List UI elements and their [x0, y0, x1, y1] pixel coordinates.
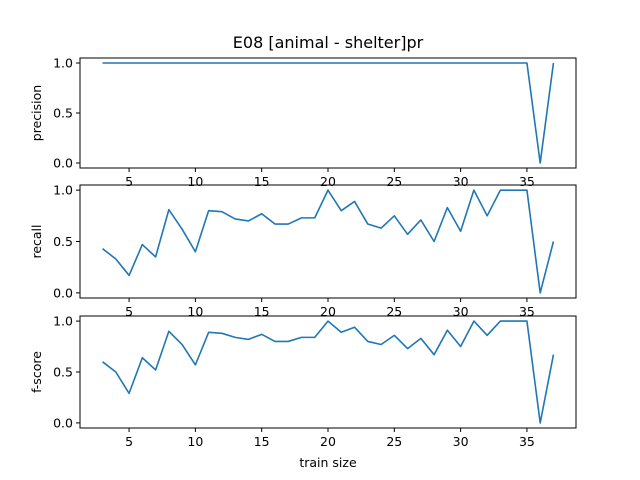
subplot-recall: 5 10 15 20 25 30 35 0.0 0.5 1.0 recall [29, 183, 577, 319]
x-tick-label: 20 [320, 174, 336, 189]
x-tick-label: 30 [453, 434, 469, 449]
x-tick-label: 35 [519, 304, 535, 319]
y-tick-label: 0.5 [53, 106, 73, 121]
x-tick-label: 30 [453, 174, 469, 189]
x-tick-label: 35 [519, 174, 535, 189]
y-tick-label: 1.0 [53, 183, 73, 198]
x-tick-label: 5 [125, 174, 133, 189]
x-tick-label: 25 [386, 434, 402, 449]
y-tick-label: 0.5 [53, 234, 73, 249]
y-tick-label: 1.0 [53, 314, 73, 329]
subplot-f-score: 5 10 15 20 25 30 35 0.0 0.5 1.0 f-score train size [29, 314, 577, 470]
x-tick-label: 15 [254, 434, 270, 449]
y-tick-label: 0.0 [53, 156, 73, 171]
x-tick-label: 15 [254, 174, 270, 189]
y-tick-label: 0.0 [53, 285, 73, 300]
x-tick-label: 25 [386, 304, 402, 319]
axes-frame [79, 315, 577, 429]
x-tick-label: 10 [187, 434, 203, 449]
chart-title: E08 [animal - shelter]pr [233, 33, 424, 52]
x-tick-label: 30 [453, 304, 469, 319]
x-tick-label: 5 [125, 304, 133, 319]
y-tick-label: 0.0 [53, 415, 73, 430]
y-tick-label: 0.5 [53, 365, 73, 380]
axes-frame [79, 57, 577, 169]
x-tick-label: 25 [386, 174, 402, 189]
axes-frame [79, 184, 577, 299]
x-tick-label: 35 [519, 434, 535, 449]
y-axis-label: precision [29, 85, 44, 141]
y-axis-label: recall [29, 224, 44, 258]
series-line-precision [102, 62, 555, 164]
y-axis-label: f-score [29, 351, 44, 393]
x-tick-label: 10 [187, 174, 203, 189]
x-tick-label: 10 [187, 304, 203, 319]
series-line-f-score [102, 320, 555, 424]
x-tick-label: 5 [125, 434, 133, 449]
x-tick-label: 15 [254, 304, 270, 319]
y-tick-label: 1.0 [53, 56, 73, 71]
series-line-recall [102, 189, 555, 294]
x-axis-label: train size [299, 455, 357, 470]
subplots: 5 10 15 20 25 30 35 0.0 0.5 1.0 precision 5 10 15 20 25… [29, 56, 577, 470]
x-tick-label: 20 [320, 304, 336, 319]
x-tick-label: 20 [320, 434, 336, 449]
subplot-precision: 5 10 15 20 25 30 35 0.0 0.5 1.0 precision [29, 56, 577, 189]
